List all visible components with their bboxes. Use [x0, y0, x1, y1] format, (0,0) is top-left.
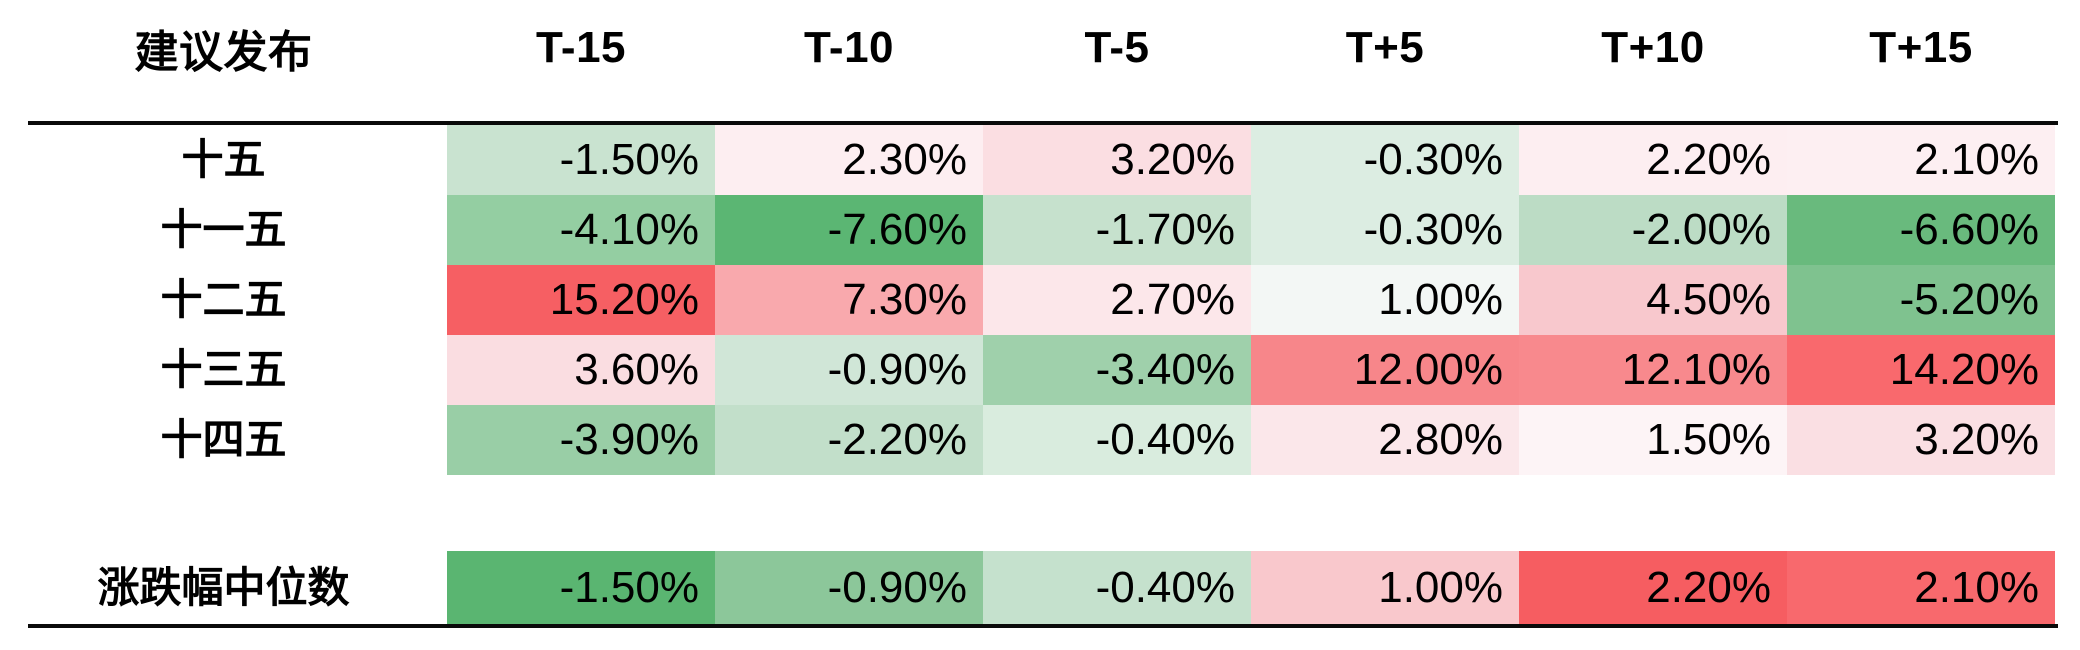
cell-十四五-T-15: -3.90% [447, 405, 715, 475]
cell-十二五-T+10: 4.50% [1519, 265, 1787, 335]
median-row-label: 涨跌幅中位数 [0, 551, 447, 624]
cell-十一五-T+10: -2.00% [1519, 195, 1787, 265]
cell-十四五-T+15: 3.20% [1787, 405, 2055, 475]
corner-header: 建议发布 [134, 27, 313, 77]
cell-十二五-T+5: 1.00% [1251, 265, 1519, 335]
cell-十三五-T-15: 3.60% [447, 335, 715, 405]
cell-十二五-T-10: 7.30% [715, 265, 983, 335]
cell-十一五-T+15: -6.60% [1787, 195, 2055, 265]
cell-十三五-T+5: 12.00% [1251, 335, 1519, 405]
spacer-row [0, 475, 2080, 551]
row-label-十二五: 十二五 [0, 265, 447, 335]
cell-十一五-T-10: -7.60% [715, 195, 983, 265]
median-row: 涨跌幅中位数 -1.50% -0.90% -0.40% 1.00% 2.20% 2.10% [0, 551, 2080, 624]
cell-十五-T-10: 2.30% [715, 125, 983, 195]
table-body: 十五 -1.50% 2.30% 3.20% -0.30% 2.20% 2.10% 十一五 -4.… [0, 125, 2080, 475]
cell-十五-T+10: 2.20% [1519, 125, 1787, 195]
median-cell-T-15: -1.50% [447, 551, 715, 624]
cell-十五-T+15: 2.10% [1787, 125, 2055, 195]
cell-十三五-T-5: -3.40% [983, 335, 1251, 405]
column-header-T-10: T-10 [803, 22, 895, 72]
median-cell-T+10: 2.20% [1519, 551, 1787, 624]
cell-十一五-T-5: -1.70% [983, 195, 1251, 265]
table-row-十一五: 十一五 -4.10% -7.60% -1.70% -0.30% -2.00% -6.60% [0, 195, 2080, 265]
row-label-十五: 十五 [0, 125, 447, 195]
cell-十一五-T+5: -0.30% [1251, 195, 1519, 265]
median-cell-T+5: 1.00% [1251, 551, 1519, 624]
cell-十二五-T-5: 2.70% [983, 265, 1251, 335]
cell-十二五-T-15: 15.20% [447, 265, 715, 335]
cell-十五-T-5: 3.20% [983, 125, 1251, 195]
table-row-十三五: 十三五 3.60% -0.90% -3.40% 12.00% 12.10% 14.20% [0, 335, 2080, 405]
column-header-T-15: T-15 [535, 22, 627, 72]
median-cell-T+15: 2.10% [1787, 551, 2055, 624]
column-header-T+5: T+5 [1345, 22, 1425, 72]
row-label-十一五: 十一五 [0, 195, 447, 265]
column-header-T+10: T+10 [1601, 22, 1705, 72]
row-label-十四五: 十四五 [0, 405, 447, 475]
cell-十五-T-15: -1.50% [447, 125, 715, 195]
table-row-十二五: 十二五 15.20% 7.30% 2.70% 1.00% 4.50% -5.20% [0, 265, 2080, 335]
cell-十四五-T+10: 1.50% [1519, 405, 1787, 475]
median-cell-T-5: -0.40% [983, 551, 1251, 624]
cell-十五-T+5: -0.30% [1251, 125, 1519, 195]
cell-十四五-T-5: -0.40% [983, 405, 1251, 475]
header-divider [28, 121, 2058, 125]
table-row-十四五: 十四五 -3.90% -2.20% -0.40% 2.80% 1.50% 3.20% [0, 405, 2080, 475]
cell-十二五-T+15: -5.20% [1787, 265, 2055, 335]
cell-十三五-T-10: -0.90% [715, 335, 983, 405]
table-row-十五: 十五 -1.50% 2.30% 3.20% -0.30% 2.20% 2.10% [0, 125, 2080, 195]
column-header-T+15: T+15 [1869, 22, 1973, 72]
bottom-divider [28, 624, 2058, 628]
cell-十三五-T+10: 12.10% [1519, 335, 1787, 405]
row-label-十三五: 十三五 [0, 335, 447, 405]
median-cell-T-10: -0.90% [715, 551, 983, 624]
cell-十四五-T+5: 2.80% [1251, 405, 1519, 475]
cell-十四五-T-10: -2.20% [715, 405, 983, 475]
cell-十一五-T-15: -4.10% [447, 195, 715, 265]
column-header-T-5: T-5 [1084, 22, 1150, 72]
cell-十三五-T+15: 14.20% [1787, 335, 2055, 405]
header-row: 建议发布 T-15 T-10 T-5 T+5 T+10 T+15 [0, 0, 2080, 121]
